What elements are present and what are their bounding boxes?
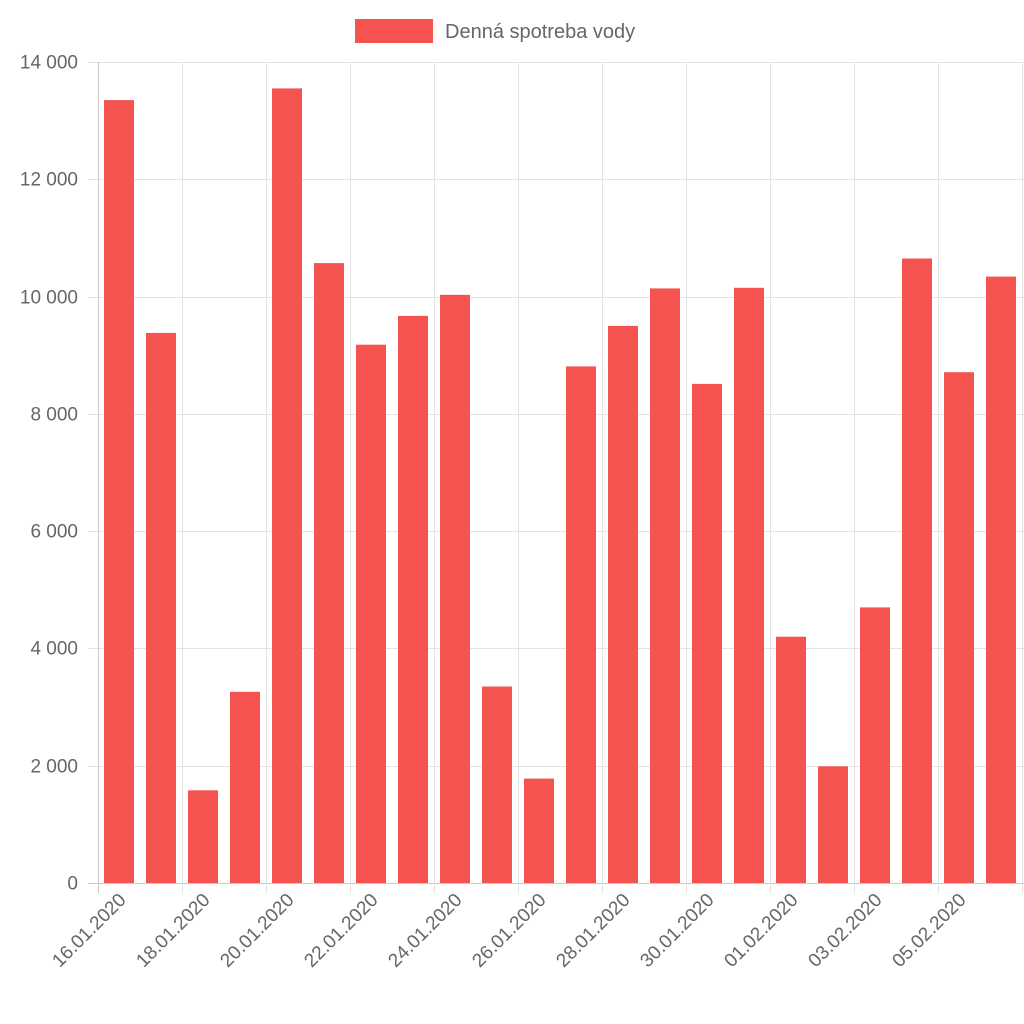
bar[interactable]	[566, 366, 596, 883]
bar[interactable]	[902, 258, 932, 884]
y-tick-label: 12 000	[20, 170, 78, 191]
bar[interactable]	[356, 344, 386, 883]
bar[interactable]	[272, 88, 302, 883]
x-tick-label: 18.01.2020	[132, 890, 214, 972]
bar[interactable]	[230, 691, 260, 883]
bar[interactable]	[188, 790, 218, 883]
bar[interactable]	[524, 778, 554, 883]
bar[interactable]	[146, 332, 176, 883]
bar[interactable]	[104, 100, 134, 884]
legend-swatch[interactable]	[355, 19, 433, 43]
bar[interactable]	[860, 607, 890, 883]
y-tick-label: 4 000	[30, 639, 78, 660]
bar[interactable]	[650, 288, 680, 883]
y-tick-label: 10 000	[20, 288, 78, 309]
x-tick-label: 16.01.2020	[48, 890, 130, 972]
y-tick-label: 2 000	[30, 757, 78, 778]
bar[interactable]	[482, 686, 512, 884]
bar[interactable]	[734, 287, 764, 883]
x-tick-label: 22.01.2020	[300, 890, 382, 972]
bar[interactable]	[440, 294, 470, 883]
bar[interactable]	[608, 325, 638, 883]
bars-layer	[104, 88, 1016, 884]
y-tick-label: 6 000	[30, 522, 78, 543]
x-tick-label: 20.01.2020	[216, 890, 298, 972]
bar[interactable]	[314, 263, 344, 884]
x-tick-label: 26.01.2020	[468, 890, 550, 972]
x-tick-label: 28.01.2020	[552, 890, 634, 972]
x-tick-label: 30.01.2020	[636, 890, 718, 972]
bar[interactable]	[692, 383, 722, 883]
grid-layer	[88, 62, 1024, 893]
y-tick-label: 8 000	[30, 405, 78, 426]
bar[interactable]	[776, 636, 806, 883]
y-tick-label: 14 000	[20, 53, 78, 74]
bar[interactable]	[944, 372, 974, 883]
x-tick-label: 01.02.2020	[720, 890, 802, 972]
bar[interactable]	[398, 315, 428, 883]
x-tick-label: 03.02.2020	[804, 890, 886, 972]
legend[interactable]: Denná spotreba vody	[355, 19, 635, 43]
legend-label[interactable]: Denná spotreba vody	[445, 21, 635, 43]
x-tick-label: 05.02.2020	[888, 890, 970, 972]
x-tick-label: 24.01.2020	[384, 890, 466, 972]
y-tick-label: 0	[67, 874, 78, 895]
bar[interactable]	[818, 766, 848, 883]
bar[interactable]	[986, 276, 1016, 884]
